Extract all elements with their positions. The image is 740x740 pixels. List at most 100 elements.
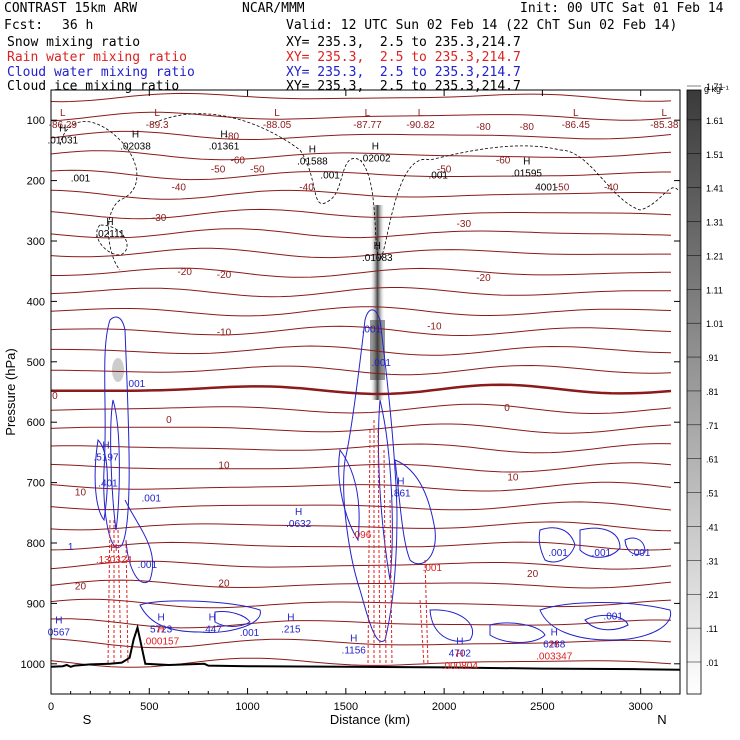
cloud-west-1 bbox=[103, 316, 130, 549]
extremum-marker: L bbox=[154, 108, 160, 119]
isotherm bbox=[51, 560, 672, 570]
colorbar-tick-label: 1.11 bbox=[706, 285, 723, 295]
extremum-marker: H bbox=[110, 543, 117, 554]
cloud-low-3 bbox=[429, 609, 473, 642]
x-axis-label: Distance (km) bbox=[330, 712, 410, 727]
extremum-value: .0632 bbox=[286, 519, 311, 530]
x-axis-north-label: N bbox=[657, 712, 666, 727]
cloud-mid-east-3 bbox=[624, 537, 646, 555]
extremum-value: .215 bbox=[281, 625, 301, 636]
isotherm bbox=[51, 423, 672, 434]
extremum-marker: H bbox=[295, 507, 302, 518]
isotherm bbox=[51, 443, 672, 454]
temperature-contour-label: -50 bbox=[437, 165, 452, 176]
extremum-value: .01361 bbox=[209, 141, 240, 152]
extremum-marker: H bbox=[102, 440, 109, 451]
temperature-contour-label: -40 bbox=[172, 183, 187, 194]
contour-value-label: .001 bbox=[138, 560, 158, 571]
cloud-ice-contours bbox=[59, 113, 679, 271]
extremum-value: -86.29 bbox=[49, 120, 78, 131]
isotherm bbox=[51, 403, 672, 415]
isotherm bbox=[51, 579, 672, 589]
extremum-marker: H bbox=[523, 157, 530, 168]
extremum-value: .02002 bbox=[360, 153, 391, 164]
extremum-value: .01031 bbox=[47, 135, 78, 146]
isotherm bbox=[51, 383, 672, 396]
extremum-marker: H bbox=[220, 129, 227, 140]
contour-value-label: 1 bbox=[68, 542, 74, 553]
valid-time: Valid: 12 UTC Sun 02 Feb 14 (22 ChT Sun … bbox=[286, 18, 678, 33]
contour-labels: -80 -80 -80 -60 -60 -50 -50 -50 -50 -40 -40 -40 -30 -… bbox=[47, 108, 678, 672]
temperature-contour-label: 20 bbox=[218, 578, 230, 589]
isotherm bbox=[51, 111, 672, 122]
colorbar-tick-label: .91 bbox=[706, 353, 719, 363]
contour-value-label: .001 bbox=[548, 548, 568, 559]
extremum-value: 0567 bbox=[48, 628, 71, 639]
forecast-hour: 36 h bbox=[62, 18, 94, 33]
colorbar-tick-label: 1.41 bbox=[706, 184, 724, 194]
temperature-contours bbox=[51, 92, 672, 668]
colorbar-tick-label: .51 bbox=[706, 489, 719, 499]
temperature-contour-label: -50 bbox=[211, 165, 226, 176]
temperature-contour-label: -20 bbox=[177, 267, 192, 278]
terrain-profile bbox=[50, 623, 681, 671]
ice-contour-2 bbox=[149, 113, 361, 204]
field-xy-cloud-water: XY= 235.3, 2.5 to 235.3,214.7 bbox=[286, 65, 521, 80]
contour-value-label: .001 bbox=[428, 171, 448, 182]
extremum-marker: H bbox=[551, 628, 558, 639]
extremum-marker: H bbox=[397, 477, 404, 488]
extremum-marker: H bbox=[106, 217, 113, 228]
x-tick-label: 500 bbox=[140, 701, 158, 713]
colorbar-tick-label: 1.21 bbox=[706, 251, 724, 261]
temperature-contour-label: 0 bbox=[504, 403, 510, 414]
temperature-contour-label: -20 bbox=[476, 273, 491, 284]
isotherm bbox=[51, 364, 672, 376]
forecast-label: Fcst: bbox=[4, 18, 44, 33]
isotherm bbox=[51, 287, 671, 298]
colorbar-tick-label: 1.51 bbox=[706, 150, 724, 160]
contour-value-label: .001 bbox=[142, 494, 162, 505]
cloud-low-6 bbox=[584, 614, 629, 631]
cloud-central-3 bbox=[394, 459, 436, 565]
isotherm bbox=[51, 325, 672, 337]
extremum-marker: H bbox=[59, 123, 66, 134]
ice-contour-4 bbox=[559, 149, 679, 211]
extremum-value: -90.82 bbox=[406, 120, 435, 131]
temperature-contour-label: -60 bbox=[231, 155, 246, 166]
ice-contour-3 bbox=[359, 145, 561, 261]
isotherm bbox=[51, 208, 672, 220]
extremum-value: 4702 bbox=[449, 649, 472, 660]
model-title: CONTRAST 15km ARW bbox=[4, 1, 138, 16]
snow-shading-layer bbox=[112, 205, 385, 400]
extremum-marker: L bbox=[60, 108, 66, 119]
temperature-contour-label: -10 bbox=[427, 322, 442, 333]
temperature-contour-label: -50 bbox=[555, 183, 570, 194]
cloud-central-4 bbox=[338, 448, 360, 542]
extremum-value: .130324 bbox=[96, 555, 133, 566]
isotherm bbox=[51, 521, 672, 532]
extremum-marker: L bbox=[573, 108, 579, 119]
extremum-marker: H bbox=[157, 613, 164, 624]
extremum-value: .861 bbox=[391, 489, 411, 500]
y-tick-label: 300 bbox=[27, 236, 45, 248]
extremum-value: .5197 bbox=[94, 452, 119, 463]
temperature-contour-label: -30 bbox=[457, 219, 472, 230]
extremum-value: .02038 bbox=[120, 141, 151, 152]
contour-value-label: .001 bbox=[240, 628, 260, 639]
isotherm bbox=[51, 462, 672, 473]
isotherm bbox=[51, 189, 672, 200]
contour-value-label: .001 bbox=[362, 325, 382, 336]
extremum-value: .01588 bbox=[297, 156, 328, 167]
temperature-contour-label: -20 bbox=[217, 270, 232, 281]
isotherm bbox=[51, 228, 672, 239]
colorbar-tick-label: .41 bbox=[706, 522, 719, 532]
field-name-snow: Snow mixing ratio bbox=[7, 35, 141, 50]
isotherm bbox=[51, 306, 672, 317]
snow-patch-west bbox=[112, 358, 124, 382]
cloud-west-3 bbox=[94, 438, 108, 522]
y-tick-label: 900 bbox=[27, 598, 45, 610]
extremum-marker: H bbox=[157, 625, 164, 636]
isotherm bbox=[51, 501, 672, 511]
contour-value-label: .001 bbox=[320, 171, 340, 182]
y-tick-label: 200 bbox=[27, 176, 45, 188]
